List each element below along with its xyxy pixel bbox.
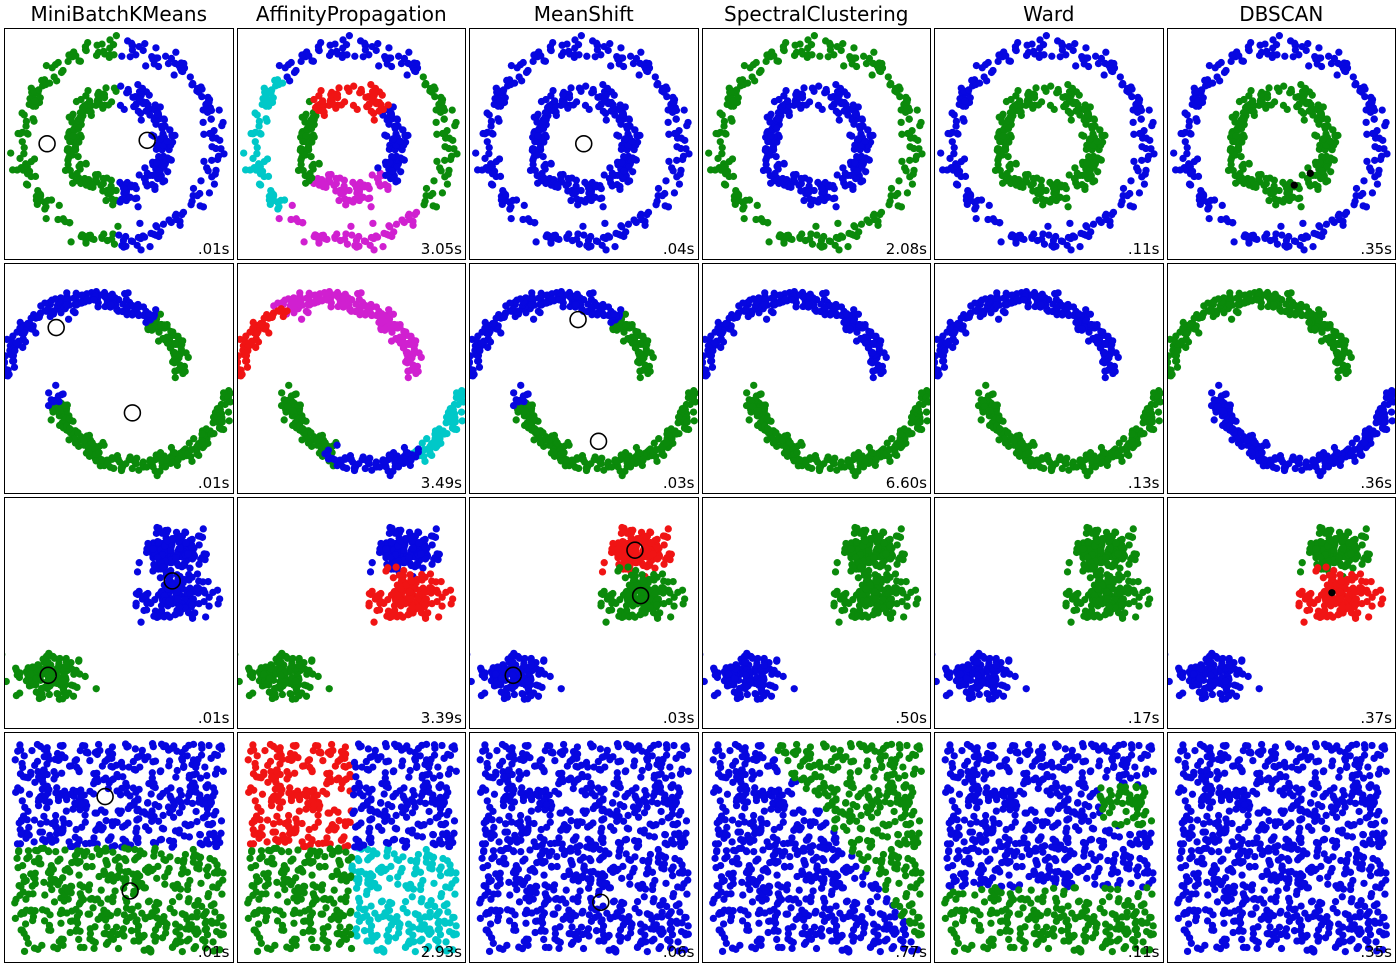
cluster-center-marker: [97, 788, 113, 804]
scatter-plot: [238, 264, 466, 494]
scatter-plot: [935, 733, 1163, 963]
panel-uniform-db: .35s: [1167, 732, 1397, 964]
scatter-plot: [470, 264, 698, 494]
algorithm-title: MeanShift: [469, 4, 699, 25]
timing-label: .50s: [895, 709, 927, 727]
panel-circles-aff: 3.05s: [237, 28, 467, 260]
timing-label: .35s: [1360, 943, 1392, 961]
timing-label: .04s: [663, 240, 695, 258]
timing-label: 2.08s: [886, 240, 927, 258]
timing-label: .01s: [198, 943, 230, 961]
panel-blobs-mbk: .01s: [4, 497, 234, 729]
cluster-center-marker: [576, 136, 592, 152]
panel-moons-ward: .13s: [934, 263, 1164, 495]
cluster-center-marker: [39, 136, 55, 152]
panel-moons-ms: .03s: [469, 263, 699, 495]
timing-label: .77s: [895, 943, 927, 961]
scatter-plot: [703, 733, 931, 963]
cluster-center-marker: [48, 319, 64, 335]
timing-label: .03s: [663, 474, 695, 492]
panel-circles-mbk: .01s: [4, 28, 234, 260]
panel-moons-db: .36s: [1167, 263, 1397, 495]
timing-label: 3.49s: [421, 474, 462, 492]
timing-label: .01s: [198, 240, 230, 258]
timing-label: .03s: [663, 709, 695, 727]
scatter-plot: [703, 29, 931, 259]
timing-label: 3.05s: [421, 240, 462, 258]
timing-label: .35s: [1360, 240, 1392, 258]
panel-uniform-aff: 2.93s: [237, 732, 467, 964]
scatter-plot: [5, 733, 233, 963]
panel-blobs-db: .37s: [1167, 497, 1397, 729]
scatter-plot: [5, 264, 233, 494]
panel-circles-ward: .11s: [934, 28, 1164, 260]
timing-label: .01s: [198, 709, 230, 727]
timing-label: .17s: [1128, 709, 1160, 727]
panel-moons-mbk: .01s: [4, 263, 234, 495]
panel-blobs-ward: .17s: [934, 497, 1164, 729]
scatter-plot: [1168, 264, 1396, 494]
algorithm-title: Ward: [934, 4, 1164, 25]
panel-circles-spec: 2.08s: [702, 28, 932, 260]
scatter-plot: [1168, 29, 1396, 259]
timing-label: .13s: [1128, 474, 1160, 492]
clustering-comparison-figure: MiniBatchKMeansAffinityPropagationMeanSh…: [4, 4, 1396, 963]
scatter-plot: [703, 264, 931, 494]
scatter-plot: [935, 29, 1163, 259]
timing-label: .06s: [663, 943, 695, 961]
panel-uniform-ms: .06s: [469, 732, 699, 964]
timing-label: .37s: [1360, 709, 1392, 727]
timing-label: .36s: [1360, 474, 1392, 492]
scatter-plot: [238, 498, 466, 728]
panel-uniform-spec: .77s: [702, 732, 932, 964]
panel-blobs-aff: 3.39s: [237, 497, 467, 729]
panel-circles-ms: .04s: [469, 28, 699, 260]
scatter-plot: [935, 264, 1163, 494]
timing-label: .11s: [1128, 943, 1160, 961]
scatter-plot: [238, 733, 466, 963]
panel-uniform-ward: .11s: [934, 732, 1164, 964]
panel-blobs-ms: .03s: [469, 497, 699, 729]
scatter-plot: [470, 498, 698, 728]
panel-circles-db: .35s: [1167, 28, 1397, 260]
algorithm-title: DBSCAN: [1167, 4, 1397, 25]
algorithm-title: MiniBatchKMeans: [4, 4, 234, 25]
scatter-plot: [470, 733, 698, 963]
timing-label: .11s: [1128, 240, 1160, 258]
cluster-center-marker: [570, 311, 586, 327]
scatter-plot: [935, 498, 1163, 728]
panel-moons-aff: 3.49s: [237, 263, 467, 495]
timing-label: .01s: [198, 474, 230, 492]
timing-label: 6.60s: [886, 474, 927, 492]
scatter-plot: [1168, 733, 1396, 963]
scatter-plot: [5, 29, 233, 259]
scatter-plot: [5, 498, 233, 728]
scatter-plot: [238, 29, 466, 259]
scatter-plot: [1168, 498, 1396, 728]
cluster-center-marker: [139, 132, 155, 148]
scatter-plot: [470, 29, 698, 259]
algorithm-title: AffinityPropagation: [237, 4, 467, 25]
cluster-center-marker: [124, 404, 140, 420]
timing-label: 3.39s: [421, 709, 462, 727]
cluster-center-marker: [591, 433, 607, 449]
algorithm-title: SpectralClustering: [702, 4, 932, 25]
timing-label: 2.93s: [421, 943, 462, 961]
panel-moons-spec: 6.60s: [702, 263, 932, 495]
panel-blobs-spec: .50s: [702, 497, 932, 729]
panel-uniform-mbk: .01s: [4, 732, 234, 964]
scatter-plot: [703, 498, 931, 728]
